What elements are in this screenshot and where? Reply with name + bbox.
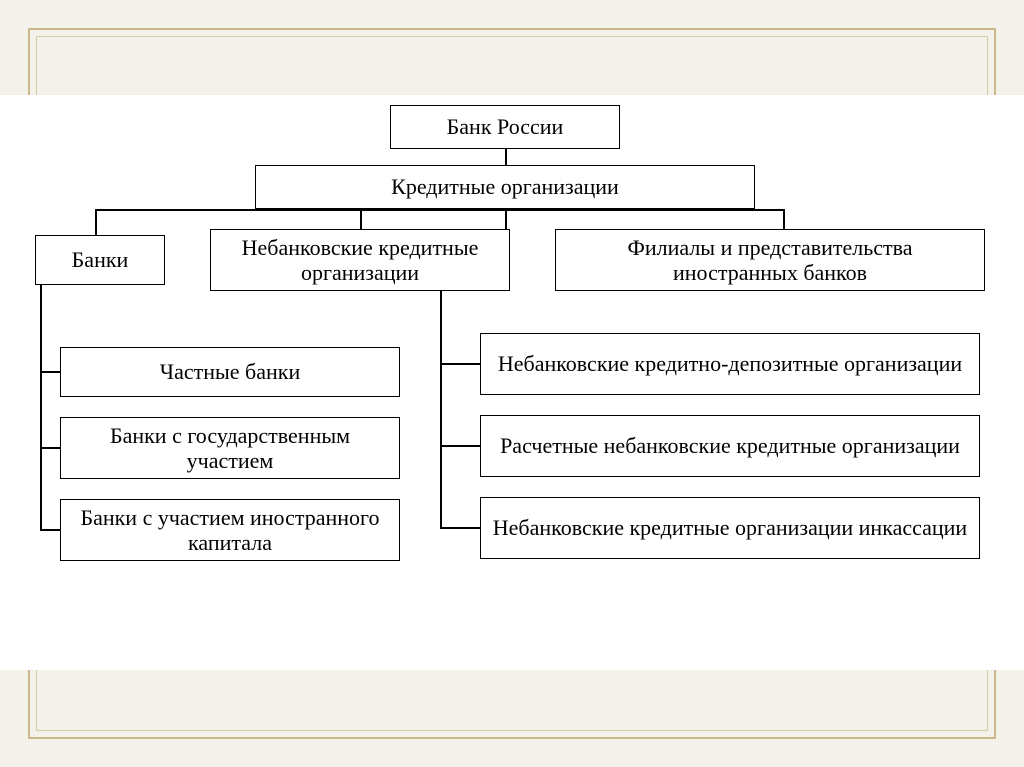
connector-line [505, 149, 507, 165]
connector-line [440, 363, 480, 365]
node-label: Банки с государственным участием [69, 423, 391, 474]
node-label: Банк России [447, 114, 564, 139]
node-label: Расчетные небанковские кредитные организ… [500, 433, 960, 458]
connector-line [95, 209, 97, 235]
node-label: Банки с участием иностранного капитала [69, 505, 391, 556]
node-label: Филиалы и представительства иностранных … [564, 235, 976, 286]
diagram-canvas: Банк России Кредитные организации Банки … [0, 95, 1024, 670]
node-label: Небанковские кредитно-депозитные организ… [498, 351, 962, 376]
node-b3: Банки с участием иностранного капитала [60, 499, 400, 561]
connector-line [95, 209, 785, 211]
connector-line [360, 209, 362, 229]
connector-line [440, 527, 480, 529]
node-label: Банки [72, 247, 129, 272]
node-label: Частные банки [160, 359, 300, 384]
node-b1: Частные банки [60, 347, 400, 397]
connector-line [783, 209, 785, 229]
node-banks: Банки [35, 235, 165, 285]
node-n3: Небанковские кредитные организации инкас… [480, 497, 980, 559]
connector-line [40, 529, 60, 531]
connector-line [40, 447, 60, 449]
node-foreign: Филиалы и представительства иностранных … [555, 229, 985, 291]
node-b2: Банки с государственным участием [60, 417, 400, 479]
connector-line [505, 209, 507, 229]
connector-line [40, 285, 42, 531]
connector-line [440, 445, 480, 447]
node-n2: Расчетные небанковские кредитные организ… [480, 415, 980, 477]
node-credit: Кредитные организации [255, 165, 755, 209]
node-label: Кредитные организации [391, 174, 619, 199]
node-nonbank: Небанковские кредитные организации [210, 229, 510, 291]
node-label: Небанковские кредитные организации инкас… [493, 515, 967, 540]
connector-line [40, 371, 60, 373]
node-label: Небанковские кредитные организации [219, 235, 501, 286]
connector-line [440, 291, 442, 529]
node-n1: Небанковские кредитно-депозитные организ… [480, 333, 980, 395]
node-root: Банк России [390, 105, 620, 149]
